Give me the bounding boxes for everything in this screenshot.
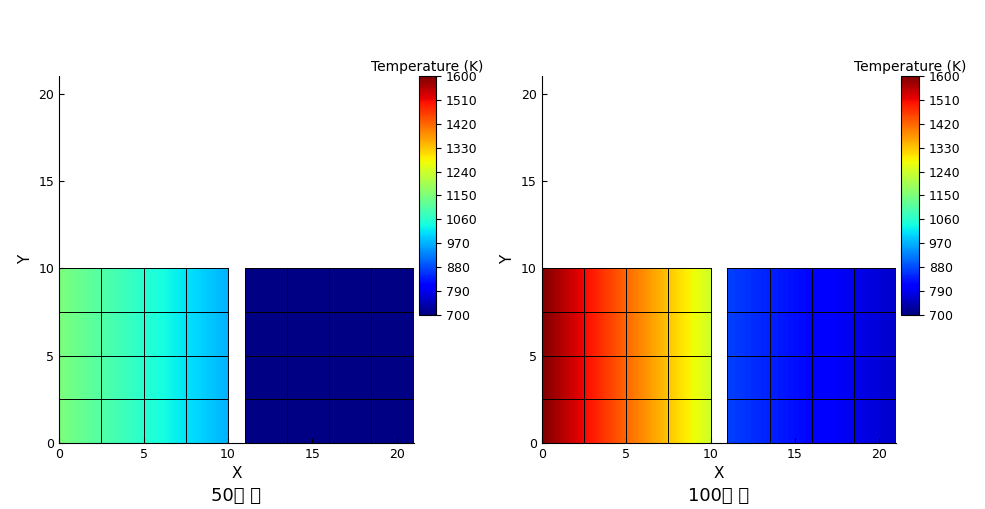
Y-axis label: Y: Y [500, 255, 515, 264]
Title: Temperature (K): Temperature (K) [854, 60, 966, 74]
X-axis label: X: X [231, 466, 241, 481]
Title: Temperature (K): Temperature (K) [371, 60, 484, 74]
Text: 100초 후: 100초 후 [689, 487, 750, 505]
X-axis label: X: X [714, 466, 724, 481]
Y-axis label: Y: Y [18, 255, 33, 264]
Text: 50초 후: 50초 후 [212, 487, 261, 505]
